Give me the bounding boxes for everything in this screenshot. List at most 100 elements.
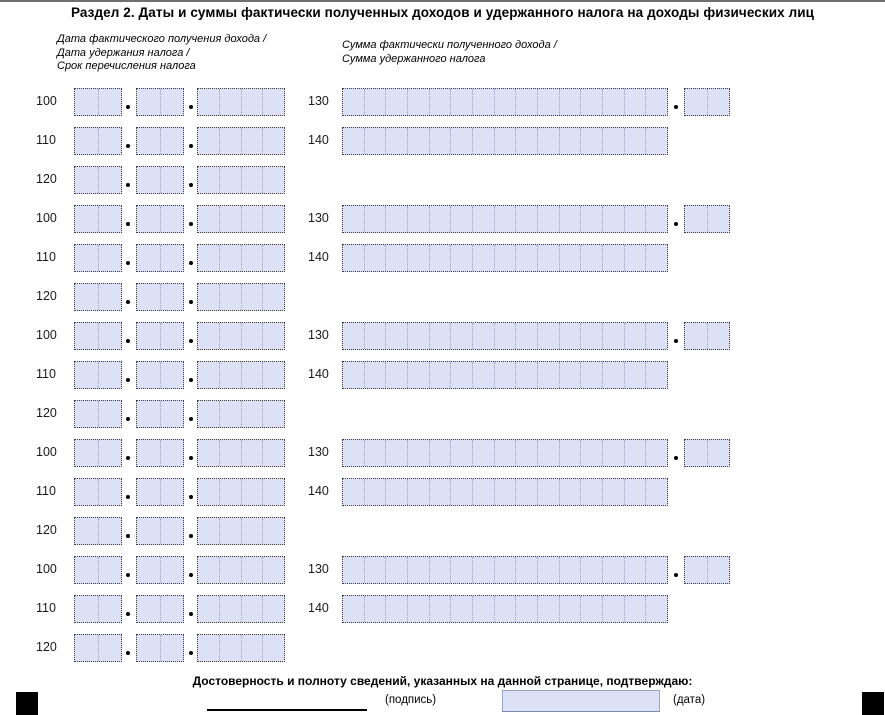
income-date-year-field[interactable] — [197, 439, 285, 467]
digit-cell — [493, 89, 516, 115]
withhold-date-month-field[interactable] — [136, 244, 184, 272]
confirmation-statement: Достоверность и полноту сведений, указан… — [192, 674, 693, 688]
income-date-month-field[interactable] — [136, 556, 184, 584]
date-separator-dot — [189, 612, 193, 616]
digit-cell — [602, 440, 624, 466]
record-block: 100 130 110 140 — [0, 88, 885, 205]
transfer-deadline-year-field[interactable] — [197, 517, 285, 545]
income-date-month-field[interactable] — [136, 322, 184, 350]
income-date-year-field[interactable] — [197, 205, 285, 233]
transfer-deadline-day-field[interactable] — [74, 517, 122, 545]
digit-cell — [537, 440, 559, 466]
transfer-deadline-month-field[interactable] — [136, 400, 184, 428]
withhold-date-year-field[interactable] — [197, 361, 285, 389]
digit-cell — [450, 596, 472, 622]
digit-cell — [450, 440, 472, 466]
digit-cell — [645, 89, 667, 115]
digit-cell — [240, 557, 263, 583]
digit-cell — [159, 206, 184, 232]
record-block: 100 130 110 140 — [0, 556, 885, 673]
digit-cell — [198, 206, 219, 232]
digit-cell — [97, 206, 122, 232]
income-sum-rubles-field[interactable] — [342, 322, 668, 350]
income-date-year-field[interactable] — [197, 556, 285, 584]
digit-cell — [198, 167, 219, 193]
digit-cell — [262, 206, 284, 232]
transfer-deadline-month-field[interactable] — [136, 283, 184, 311]
transfer-deadline-month-field[interactable] — [136, 634, 184, 662]
digit-cell — [645, 596, 667, 622]
withhold-date-year-field[interactable] — [197, 244, 285, 272]
signature-date-field[interactable] — [502, 690, 660, 712]
income-sum-rubles-field[interactable] — [342, 439, 668, 467]
digit-cell — [493, 596, 516, 622]
digit-cell — [97, 518, 122, 544]
withhold-date-day-field[interactable] — [74, 127, 122, 155]
withhold-date-day-field[interactable] — [74, 361, 122, 389]
withhold-date-month-field[interactable] — [136, 361, 184, 389]
digit-cell — [262, 167, 284, 193]
date-separator-dot — [126, 456, 130, 460]
digit-cell — [75, 89, 98, 115]
income-sum-kopecks-field[interactable] — [684, 205, 730, 233]
withhold-date-day-field[interactable] — [74, 595, 122, 623]
withhold-date-day-field[interactable] — [74, 478, 122, 506]
income-sum-rubles-field[interactable] — [342, 205, 668, 233]
digit-cell — [493, 323, 516, 349]
digit-cell — [159, 596, 184, 622]
tax-sum-field[interactable] — [342, 244, 668, 272]
digit-cell — [198, 128, 219, 154]
income-sum-kopecks-field[interactable] — [684, 322, 730, 350]
digit-cell — [218, 596, 241, 622]
withhold-date-year-field[interactable] — [197, 127, 285, 155]
withhold-date-day-field[interactable] — [74, 244, 122, 272]
income-date-day-field[interactable] — [74, 205, 122, 233]
income-date-month-field[interactable] — [136, 439, 184, 467]
tax-sum-field[interactable] — [342, 361, 668, 389]
withhold-date-month-field[interactable] — [136, 478, 184, 506]
income-date-month-field[interactable] — [136, 205, 184, 233]
transfer-deadline-year-field[interactable] — [197, 634, 285, 662]
income-date-day-field[interactable] — [74, 556, 122, 584]
transfer-deadline-day-field[interactable] — [74, 166, 122, 194]
field-code-110: 110 — [36, 133, 56, 147]
income-sum-kopecks-field[interactable] — [684, 88, 730, 116]
field-code-140: 140 — [308, 367, 329, 381]
income-sum-kopecks-field[interactable] — [684, 556, 730, 584]
digit-cell — [240, 206, 263, 232]
digit-cell — [137, 557, 160, 583]
transfer-deadline-year-field[interactable] — [197, 283, 285, 311]
income-sum-rubles-field[interactable] — [342, 556, 668, 584]
transfer-deadline-day-field[interactable] — [74, 400, 122, 428]
transfer-deadline-year-field[interactable] — [197, 400, 285, 428]
digit-cell — [97, 401, 122, 427]
digit-cell — [218, 518, 241, 544]
withhold-date-month-field[interactable] — [136, 127, 184, 155]
income-date-day-field[interactable] — [74, 88, 122, 116]
signature-label: (подпись) — [385, 694, 437, 706]
income-sum-rubles-field[interactable] — [342, 88, 668, 116]
digit-cell — [137, 635, 160, 661]
transfer-deadline-day-field[interactable] — [74, 283, 122, 311]
withhold-date-year-field[interactable] — [197, 478, 285, 506]
digit-cell — [472, 323, 494, 349]
digit-cell — [218, 206, 241, 232]
income-date-year-field[interactable] — [197, 322, 285, 350]
transfer-deadline-day-field[interactable] — [74, 634, 122, 662]
income-sum-kopecks-field[interactable] — [684, 439, 730, 467]
transfer-deadline-year-field[interactable] — [197, 166, 285, 194]
tax-sum-field[interactable] — [342, 478, 668, 506]
transfer-deadline-month-field[interactable] — [136, 166, 184, 194]
digit-cell — [537, 479, 559, 505]
income-date-day-field[interactable] — [74, 439, 122, 467]
tax-sum-field[interactable] — [342, 595, 668, 623]
signature-line[interactable] — [207, 696, 367, 711]
transfer-deadline-month-field[interactable] — [136, 517, 184, 545]
digit-cell — [363, 596, 386, 622]
withhold-date-month-field[interactable] — [136, 595, 184, 623]
tax-sum-field[interactable] — [342, 127, 668, 155]
withhold-date-year-field[interactable] — [197, 595, 285, 623]
income-date-day-field[interactable] — [74, 322, 122, 350]
income-date-year-field[interactable] — [197, 88, 285, 116]
income-date-month-field[interactable] — [136, 88, 184, 116]
